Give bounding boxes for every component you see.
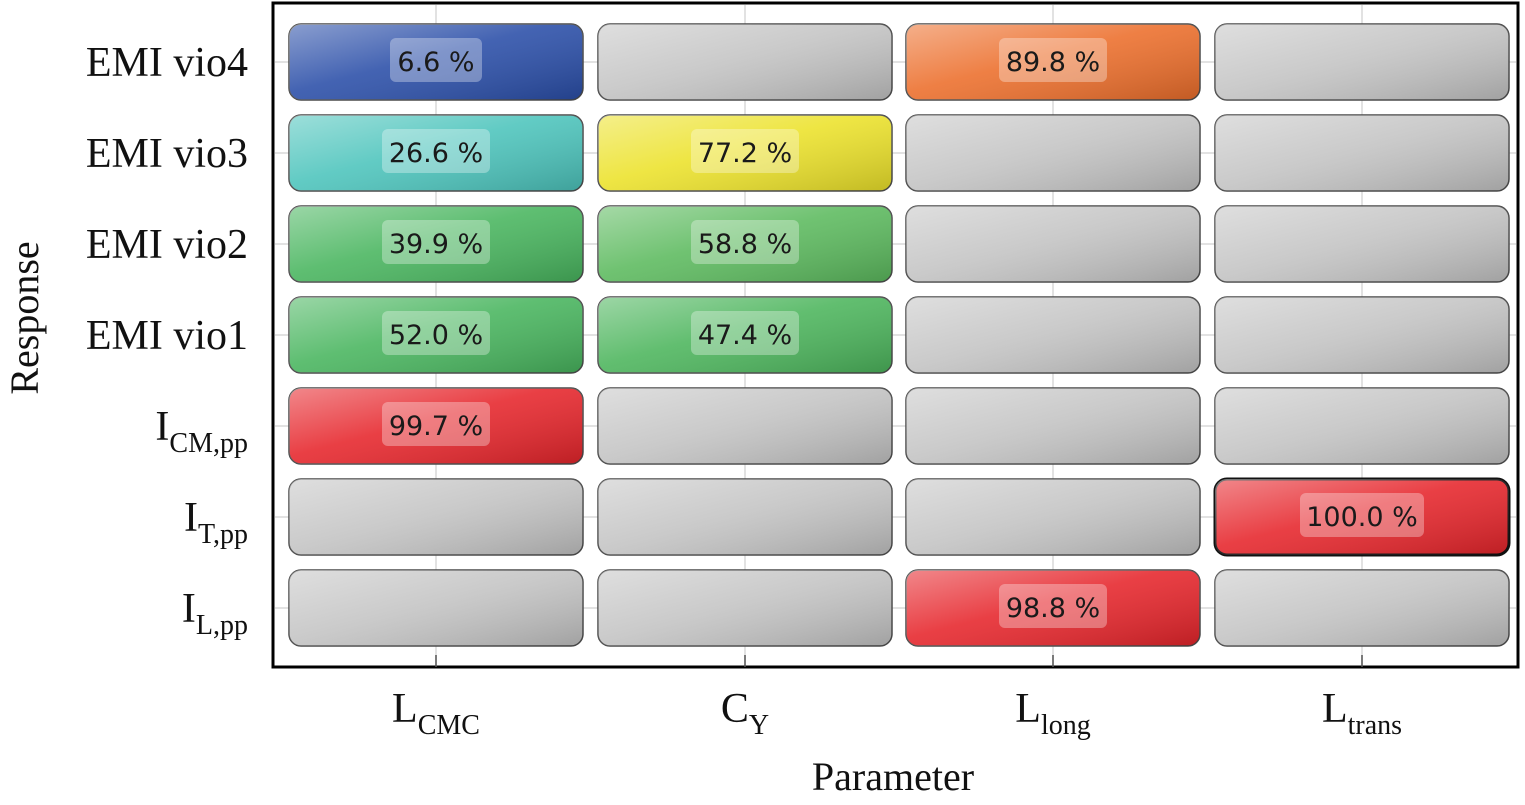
y-tick-label: IT,pp (184, 495, 248, 550)
cell-value-label: 52.0 % (389, 320, 483, 351)
cell-label-bg (691, 311, 799, 355)
x-tick-label: CY (721, 686, 769, 741)
axis-labels: Parameter Response EMI vio4 EMI vio3 EMI v… (2, 40, 1402, 799)
cell-label-bg (382, 402, 490, 446)
heatmap-cell: 98.8 % (905, 569, 1201, 647)
y-tick-label: EMI vio4 (86, 40, 248, 86)
heatmap-cell: 100.0 % (1213, 477, 1511, 557)
cell-value-label: 99.7 % (389, 411, 483, 442)
cell-value-label: 89.8 % (1006, 47, 1100, 78)
heatmap-cell (597, 23, 893, 101)
cell-label-bg (999, 38, 1107, 82)
y-tick-label: EMI vio1 (86, 313, 248, 359)
heatmap-cell: 89.8 % (905, 23, 1201, 101)
heatmap-cell: 47.4 % (597, 296, 893, 374)
cell-label-bg (691, 129, 799, 173)
heatmap-cell (1214, 205, 1510, 283)
heatmap-cell: 58.8 % (597, 205, 893, 283)
x-tick-label: LCMC (392, 686, 480, 741)
heatmap-cell: 39.9 % (288, 205, 584, 283)
heatmap-cell (288, 478, 584, 556)
y-tick-label: IL,pp (182, 586, 248, 641)
heatmap-cell (905, 478, 1201, 556)
heatmap-cell (1214, 387, 1510, 465)
x-axis-title: Parameter (812, 754, 974, 799)
y-axis-title: Response (2, 241, 47, 394)
heatmap-cell (597, 387, 893, 465)
heatmap-cell (1214, 114, 1510, 192)
heatmap-cell (1214, 569, 1510, 647)
cell-value-label: 39.9 % (389, 229, 483, 260)
heatmap-cell (905, 296, 1201, 374)
heatmap-cell (597, 569, 893, 647)
x-tick-label: Llong (1015, 686, 1090, 741)
cell-label-bg (382, 220, 490, 264)
cell-value-label: 6.6 % (397, 47, 474, 78)
cell-value-label: 47.4 % (698, 320, 792, 351)
heatmap-cell (597, 478, 893, 556)
cell-value-label: 100.0 % (1306, 502, 1418, 533)
heatmap-cell: 26.6 % (288, 114, 584, 192)
x-tick-label: Ltrans (1322, 686, 1402, 741)
y-tick-label: ICM,pp (155, 404, 248, 459)
heatmap-cell (905, 114, 1201, 192)
cell-label-bg (691, 220, 799, 264)
heatmap-cell (905, 387, 1201, 465)
heatmap-cell: 52.0 % (288, 296, 584, 374)
heatmap-cell: 99.7 % (288, 387, 584, 465)
cell-label-bg (390, 38, 482, 82)
cell-label-bg (382, 311, 490, 355)
heatmap-cell (905, 205, 1201, 283)
cell-value-label: 98.8 % (1006, 593, 1100, 624)
cell-label-bg (999, 584, 1107, 628)
y-tick-label: EMI vio3 (86, 131, 248, 177)
cell-label-bg (1300, 493, 1424, 537)
heatmap-cell (1214, 23, 1510, 101)
cell-value-label: 26.6 % (389, 138, 483, 169)
cell-value-label: 58.8 % (698, 229, 792, 260)
cell-value-label: 77.2 % (698, 138, 792, 169)
cell-label-bg (382, 129, 490, 173)
heatmap-cell (1214, 296, 1510, 374)
heatmap-cell: 77.2 % (597, 114, 893, 192)
heatmap-cell (288, 569, 584, 647)
y-tick-label: EMI vio2 (86, 222, 248, 268)
heatmap-cell: 6.6 % (288, 23, 584, 101)
